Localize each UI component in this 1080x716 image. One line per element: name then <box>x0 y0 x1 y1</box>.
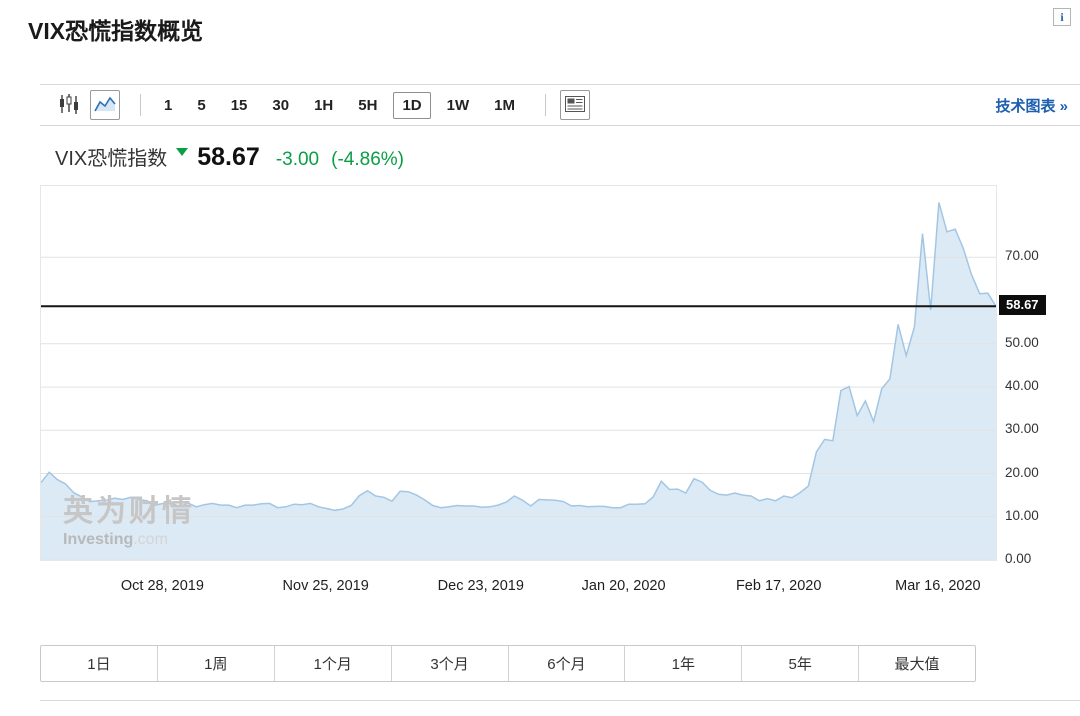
x-axis: Oct 28, 2019 Nov 25, 2019 Dec 23, 2019 Jan … <box>40 578 997 602</box>
price-change-percent: (-4.86%) <box>331 149 404 170</box>
area-chart-button[interactable] <box>90 90 120 120</box>
news-panel-icon <box>564 95 585 115</box>
period-button-1d[interactable]: 1日 <box>41 646 158 681</box>
chart-toolbar: 1 5 15 30 1H 5H 1D 1W 1M 技术图表 » <box>40 84 1080 126</box>
interval-button-1d[interactable]: 1D <box>393 91 431 119</box>
period-button-1w[interactable]: 1周 <box>157 646 275 681</box>
info-icon[interactable]: i <box>1053 8 1071 26</box>
x-axis-label: Feb 17, 2020 <box>735 578 822 594</box>
candlestick-chart-icon <box>58 93 80 118</box>
x-axis-label: Mar 16, 2020 <box>895 578 981 594</box>
period-button-6mo[interactable]: 6个月 <box>508 646 626 681</box>
price-change: -3.00 <box>275 149 320 170</box>
period-button-5y[interactable]: 5年 <box>742 646 860 681</box>
toolbar-separator <box>140 94 141 116</box>
y-axis-label: 50.00 <box>1005 334 1039 350</box>
x-axis-label: Nov 25, 2019 <box>282 578 369 594</box>
page-title: VIX恐慌指数概览 <box>28 18 204 44</box>
interval-button-15[interactable]: 15 <box>222 92 257 119</box>
instrument-name: VIX恐慌指数 <box>55 148 168 170</box>
interval-button-group: 1 5 15 30 1H 5H 1D 1W 1M <box>155 91 531 119</box>
period-button-3mo[interactable]: 3个月 <box>391 646 509 681</box>
price-down-arrow-icon <box>176 148 189 156</box>
area-series-fill <box>41 202 996 560</box>
area-series-line <box>41 202 996 512</box>
area-chart-icon <box>93 94 117 117</box>
period-button-1mo[interactable]: 1个月 <box>274 646 392 681</box>
price-chart-canvas[interactable] <box>41 186 996 560</box>
current-price-tag: 58.67 <box>999 295 1046 316</box>
y-axis-label: 70.00 <box>1005 248 1039 264</box>
interval-button-5[interactable]: 5 <box>188 92 214 119</box>
period-button-row: 1日 1周 1个月 3个月 6个月 1年 5年 最大值 <box>40 645 976 682</box>
interval-button-1m[interactable]: 1M <box>485 92 524 119</box>
y-axis-label: 30.00 <box>1005 421 1039 437</box>
info-icon-glyph: i <box>1060 9 1064 24</box>
y-axis: 70.00 50.00 40.00 30.00 20.00 10.00 0.00 <box>1003 185 1075 566</box>
news-panel-button[interactable] <box>559 90 590 120</box>
x-axis-label: Jan 20, 2020 <box>581 578 666 594</box>
technical-chart-link[interactable]: 技术图表 » <box>995 97 1068 115</box>
y-axis-label: 10.00 <box>1005 507 1039 523</box>
bottom-divider <box>40 700 1080 701</box>
y-axis-label: 0.00 <box>1005 551 1032 566</box>
candlestick-chart-button[interactable] <box>54 90 84 120</box>
last-price: 58.67 <box>197 143 260 171</box>
period-button-max[interactable]: 最大值 <box>859 646 975 681</box>
x-axis-label: Dec 23, 2019 <box>437 578 524 594</box>
interval-button-1w[interactable]: 1W <box>438 92 479 119</box>
price-chart[interactable]: 英为财情 Investing.com <box>40 185 997 561</box>
x-axis-label: Oct 28, 2019 <box>120 578 204 594</box>
interval-button-5h[interactable]: 5H <box>349 92 386 119</box>
interval-button-1[interactable]: 1 <box>155 92 181 119</box>
y-axis-label: 40.00 <box>1005 378 1039 394</box>
toolbar-separator <box>544 94 546 116</box>
period-button-1y[interactable]: 1年 <box>625 646 743 681</box>
y-axis-label: 20.00 <box>1005 464 1039 480</box>
interval-button-1h[interactable]: 1H <box>305 92 342 119</box>
quote-header: VIX恐慌指数 58.67 -3.00 (-4.86%) <box>55 142 404 172</box>
interval-button-30[interactable]: 30 <box>263 92 298 119</box>
